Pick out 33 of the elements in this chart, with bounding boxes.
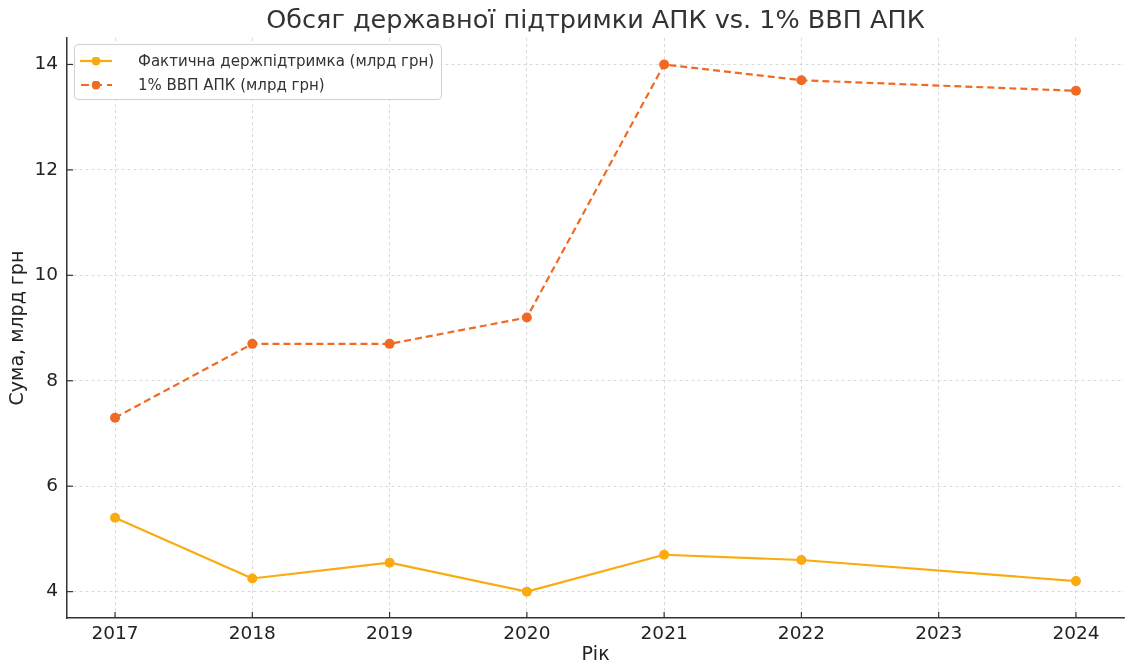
point bbox=[521, 586, 532, 597]
x-tick-label: 2018 bbox=[228, 621, 276, 643]
point bbox=[384, 557, 395, 568]
y-tick-label: 14 bbox=[34, 52, 58, 74]
x-tick-label: 2022 bbox=[777, 621, 825, 643]
legend-label: 1% ВВП АПК (млрд грн) bbox=[138, 76, 325, 95]
point bbox=[110, 412, 121, 423]
point bbox=[247, 338, 258, 349]
y-tick-label: 8 bbox=[46, 368, 58, 390]
legend-label: Фактична держпідтримка (млрд грн) bbox=[138, 52, 435, 71]
x-tick-label: 2024 bbox=[1052, 621, 1100, 643]
point bbox=[796, 75, 807, 86]
point bbox=[1070, 85, 1081, 96]
point bbox=[247, 573, 258, 584]
point bbox=[521, 312, 532, 323]
y-tick-label: 4 bbox=[46, 579, 58, 601]
point bbox=[659, 549, 670, 560]
x-tick-label: 2021 bbox=[640, 621, 688, 643]
point bbox=[796, 555, 807, 566]
point bbox=[110, 512, 121, 523]
x-tick-label: 2020 bbox=[503, 621, 551, 643]
y-tick-label: 12 bbox=[34, 157, 58, 179]
chart-title: Обсяг державної підтримки АПК vs. 1% ВВП АПК bbox=[266, 3, 925, 34]
x-tick-label: 2023 bbox=[915, 621, 963, 643]
x-tick-label: 2017 bbox=[91, 621, 139, 643]
point bbox=[384, 338, 395, 349]
x-tick-label: 2019 bbox=[366, 621, 414, 643]
y-axis-title: Сума, млрд грн bbox=[5, 250, 28, 406]
point bbox=[1070, 576, 1081, 587]
x-axis-title: Рік bbox=[581, 641, 610, 664]
y-tick-label: 10 bbox=[34, 263, 58, 285]
y-tick-label: 6 bbox=[46, 474, 58, 496]
point bbox=[659, 59, 670, 70]
